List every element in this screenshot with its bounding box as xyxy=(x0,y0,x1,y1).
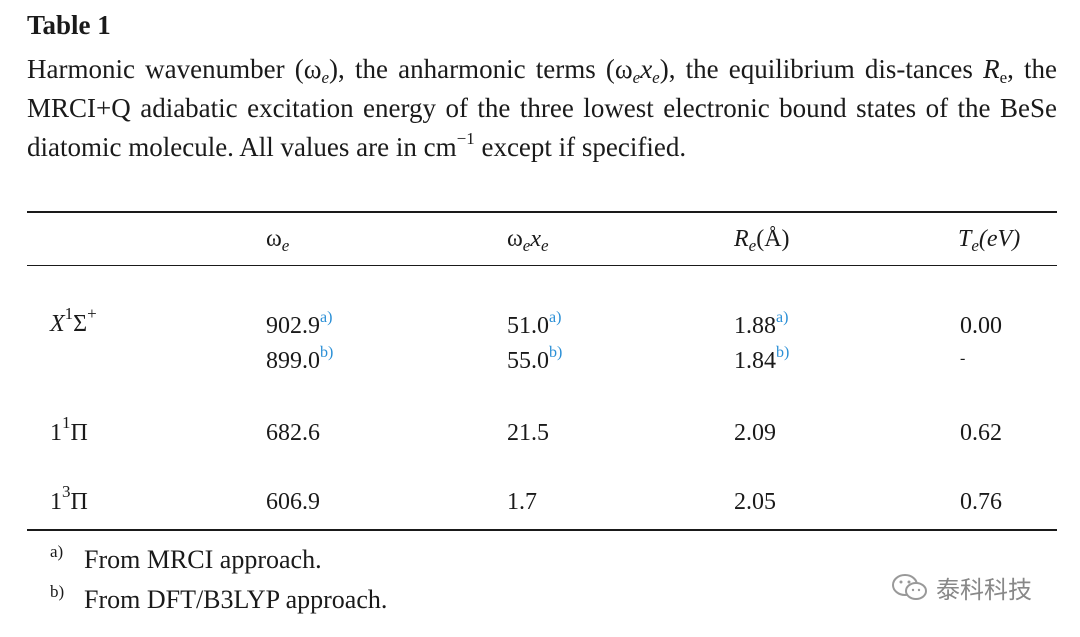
table-cell: 55.0b) xyxy=(507,344,563,375)
footnote-a: From MRCI approach. xyxy=(84,545,322,574)
table-cell: 899.0b) xyxy=(266,344,334,375)
state-x1sigma: X1Σ+ xyxy=(50,304,97,337)
table-cell: 0.62 xyxy=(960,420,1002,446)
table-cell: 0.00 xyxy=(960,313,1002,339)
state-1-3pi: 13Π xyxy=(50,482,88,515)
footnote-b: From DFT/B3LYP approach. xyxy=(84,585,388,614)
bottom-rule xyxy=(27,529,1057,531)
footnote-mark-b: b) xyxy=(50,582,65,601)
table-cell: 51.0a) xyxy=(507,309,562,340)
header-te: Te(eV) xyxy=(958,226,1021,255)
state-1-1pi: 11Π xyxy=(50,413,88,446)
wechat-icon xyxy=(890,572,930,604)
watermark: 泰科科技 xyxy=(890,570,1032,605)
table-cell: 902.9a) xyxy=(266,309,333,340)
table-cell: 606.9 xyxy=(266,489,320,515)
header-omega-e: ωe xyxy=(266,226,290,255)
footnote-mark-a: a) xyxy=(50,542,64,561)
table-cell: 2.05 xyxy=(734,489,776,515)
table-cell: 0.76 xyxy=(960,489,1002,515)
table-cell: 21.5 xyxy=(507,420,549,446)
top-rule xyxy=(27,211,1057,213)
table-cell: 1.84b) xyxy=(734,344,790,375)
table-label: Table 1 xyxy=(27,10,111,40)
header-omega-xe: ωexe xyxy=(507,226,549,255)
header-rule xyxy=(27,265,1057,266)
header-re: Re(Å) xyxy=(734,226,790,255)
table-cell: 682.6 xyxy=(266,420,320,446)
table-cell: - xyxy=(960,350,966,367)
table-cell: 1.88a) xyxy=(734,309,789,340)
watermark-text: 泰科科技 xyxy=(936,576,1032,604)
table-caption: Harmonic wavenumber (ωe), the anharmonic… xyxy=(27,54,1058,162)
table-cell: 2.09 xyxy=(734,420,776,446)
table-cell: 1.7 xyxy=(507,489,537,515)
